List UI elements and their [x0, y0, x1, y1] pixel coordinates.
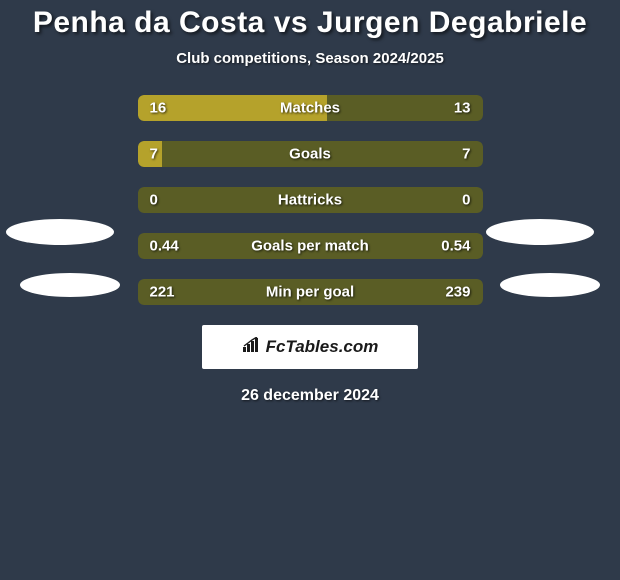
page-title: Penha da Costa vs Jurgen Degabriele: [0, 0, 620, 40]
stat-row: 221 239 Min per goal: [138, 279, 483, 305]
stat-row: 0.44 0.54 Goals per match: [138, 233, 483, 259]
stat-row: 7 7 Goals: [138, 141, 483, 167]
stat-value-right: 0.54: [441, 238, 470, 255]
date-text: 26 december 2024: [0, 387, 620, 405]
subtitle: Club competitions, Season 2024/2025: [0, 50, 620, 67]
stat-value-left: 16: [150, 100, 167, 117]
stat-value-left: 221: [150, 284, 175, 301]
stat-label: Goals per match: [251, 238, 369, 255]
player-marker-left-1: [6, 219, 114, 245]
stat-label: Hattricks: [278, 192, 342, 209]
stat-row: 16 13 Matches: [138, 95, 483, 121]
comparison-chart: 16 13 Matches 7 7 Goals 0 0 Hattricks 0.44 0.54 Goa…: [0, 95, 620, 405]
stat-value-left: 7: [150, 146, 158, 163]
stat-row: 0 0 Hattricks: [138, 187, 483, 213]
brand-label: FcTables.com: [266, 337, 379, 357]
stat-value-right: 239: [445, 284, 470, 301]
player-marker-right-1: [486, 219, 594, 245]
player-marker-left-2: [20, 273, 120, 297]
player-marker-right-2: [500, 273, 600, 297]
stat-label: Matches: [280, 100, 340, 117]
stat-value-right: 7: [462, 146, 470, 163]
stat-label: Goals: [289, 146, 331, 163]
stat-value-left: 0: [150, 192, 158, 209]
bar-chart-icon: [242, 337, 262, 358]
stat-label: Min per goal: [266, 284, 354, 301]
stat-value-right: 0: [462, 192, 470, 209]
stat-value-left: 0.44: [150, 238, 179, 255]
brand-text: FcTables.com: [242, 337, 379, 358]
brand-box: FcTables.com: [202, 325, 418, 369]
stat-value-right: 13: [454, 100, 471, 117]
